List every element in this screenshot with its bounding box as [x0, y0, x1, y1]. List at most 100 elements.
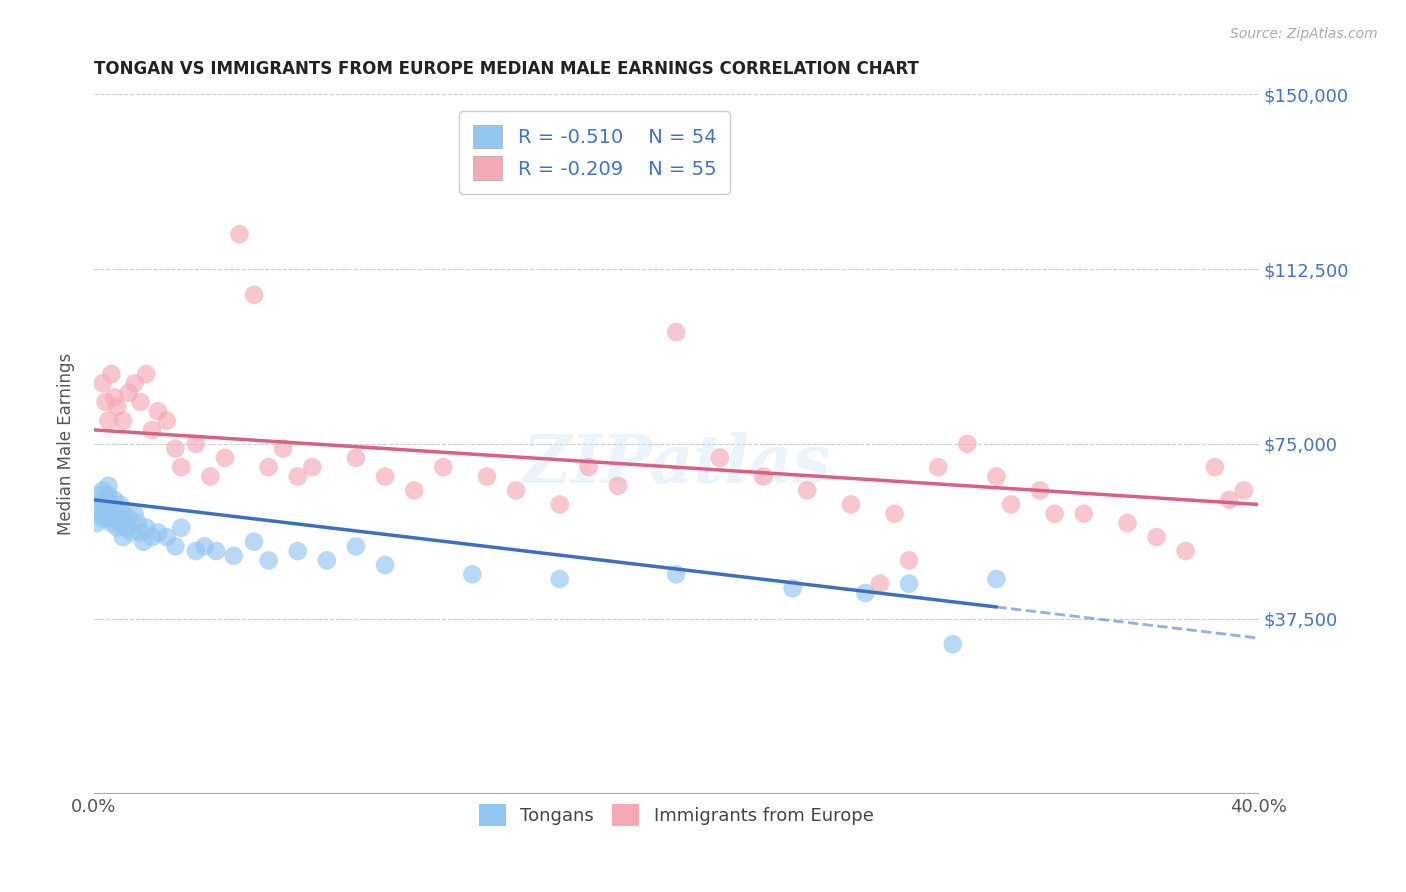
Text: Source: ZipAtlas.com: Source: ZipAtlas.com [1230, 27, 1378, 41]
Point [100, 498, 122, 512]
Point [156, 530, 179, 544]
Point [86, 498, 108, 512]
Point [986, 469, 1008, 483]
Point [665, 325, 688, 339]
Point [782, 582, 804, 596]
Point [115, 521, 138, 535]
Point [548, 498, 571, 512]
Point [1043, 507, 1066, 521]
Point [475, 469, 498, 483]
Point [243, 534, 266, 549]
Point [200, 469, 222, 483]
Point [91, 376, 114, 391]
Point [108, 498, 131, 512]
Point [1174, 544, 1197, 558]
Point [94, 502, 117, 516]
Point [243, 287, 266, 301]
Point [100, 516, 122, 530]
Text: ZIPatlas: ZIPatlas [522, 433, 830, 498]
Point [132, 534, 155, 549]
Point [91, 498, 114, 512]
Point [97, 511, 120, 525]
Point [315, 553, 337, 567]
Point [105, 521, 128, 535]
Point [432, 460, 454, 475]
Point [898, 576, 921, 591]
Point [228, 227, 250, 242]
Point [124, 507, 146, 521]
Point [127, 516, 149, 530]
Point [135, 367, 157, 381]
Point [796, 483, 818, 498]
Y-axis label: Median Male Earnings: Median Male Earnings [58, 352, 75, 535]
Point [100, 507, 122, 521]
Point [91, 511, 114, 525]
Point [942, 637, 965, 651]
Point [461, 567, 484, 582]
Point [146, 525, 169, 540]
Point [129, 525, 152, 540]
Point [170, 460, 193, 475]
Point [1000, 498, 1022, 512]
Point [404, 483, 426, 498]
Point [374, 469, 396, 483]
Point [709, 450, 731, 465]
Point [118, 511, 141, 525]
Point [1233, 483, 1256, 498]
Point [112, 414, 135, 428]
Point [271, 442, 294, 456]
Point [89, 507, 111, 521]
Point [165, 442, 187, 456]
Point [869, 576, 891, 591]
Point [89, 488, 111, 502]
Point [986, 572, 1008, 586]
Point [97, 414, 120, 428]
Point [103, 492, 125, 507]
Point [184, 544, 207, 558]
Point [156, 414, 179, 428]
Point [205, 544, 228, 558]
Point [505, 483, 527, 498]
Point [103, 502, 125, 516]
Point [607, 479, 630, 493]
Point [86, 516, 108, 530]
Point [141, 423, 163, 437]
Point [1204, 460, 1226, 475]
Point [112, 507, 135, 521]
Point [97, 488, 120, 502]
Point [97, 479, 120, 493]
Point [578, 460, 600, 475]
Point [257, 460, 280, 475]
Point [135, 521, 157, 535]
Point [103, 390, 125, 404]
Point [129, 395, 152, 409]
Point [105, 400, 128, 414]
Point [374, 558, 396, 572]
Point [193, 540, 215, 554]
Point [214, 450, 236, 465]
Point [287, 469, 309, 483]
Point [141, 530, 163, 544]
Point [344, 540, 367, 554]
Point [165, 540, 187, 554]
Point [1218, 492, 1240, 507]
Point [94, 492, 117, 507]
Point [100, 367, 122, 381]
Point [222, 549, 245, 563]
Point [548, 572, 571, 586]
Point [1116, 516, 1139, 530]
Point [91, 483, 114, 498]
Point [287, 544, 309, 558]
Point [665, 567, 688, 582]
Point [839, 498, 862, 512]
Point [94, 395, 117, 409]
Point [105, 511, 128, 525]
Point [112, 530, 135, 544]
Point [956, 437, 979, 451]
Point [170, 521, 193, 535]
Point [344, 450, 367, 465]
Legend: Tongans, Immigrants from Europe: Tongans, Immigrants from Europe [471, 797, 880, 833]
Point [146, 404, 169, 418]
Point [883, 507, 905, 521]
Point [752, 469, 775, 483]
